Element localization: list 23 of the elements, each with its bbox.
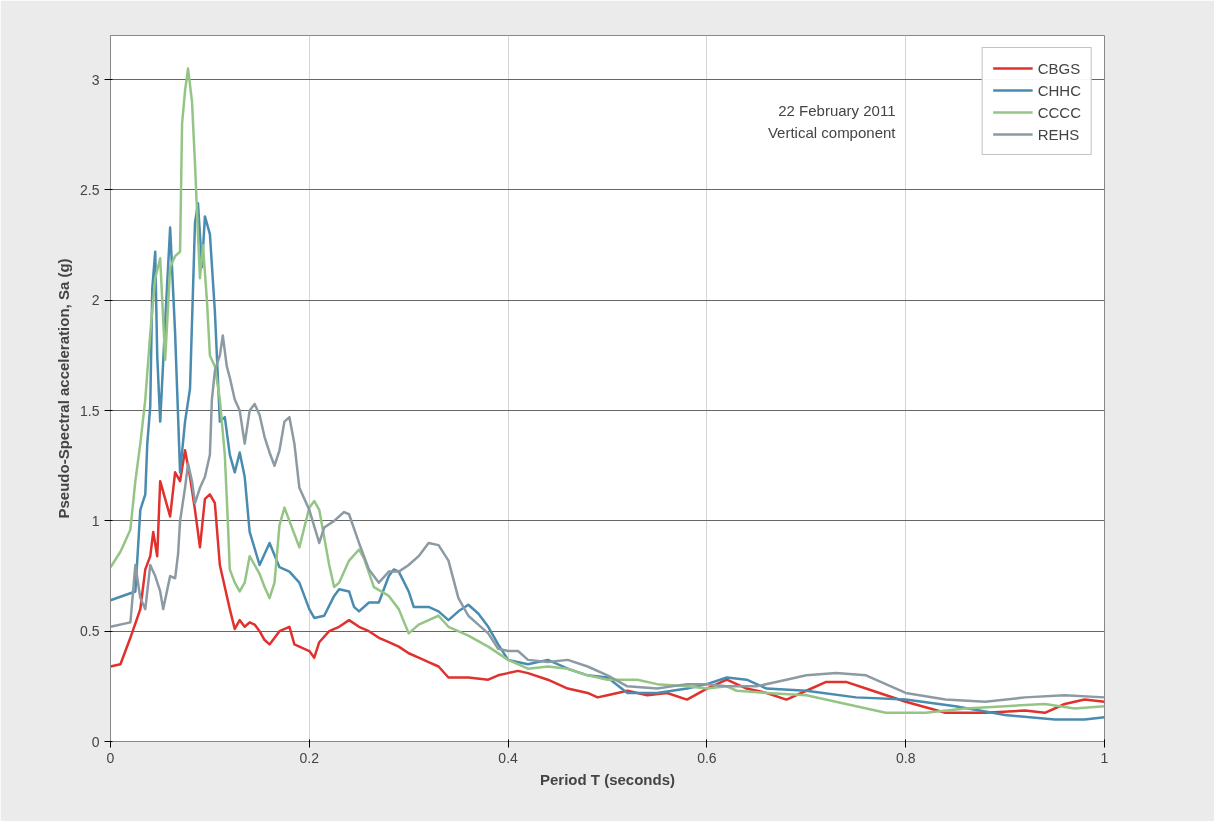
legend-label: CCCC bbox=[1037, 103, 1081, 121]
line-series bbox=[110, 449, 1105, 715]
annotation: 22 February 2011 bbox=[778, 101, 896, 119]
x-tick-label: 0.2 bbox=[299, 749, 320, 766]
y-tick-label: 1 bbox=[91, 512, 100, 529]
y-tick-label: 2 bbox=[91, 292, 100, 309]
annotation: Vertical component bbox=[767, 123, 897, 141]
legend-label: CBGS bbox=[1037, 59, 1081, 77]
x-tick-label: 0 bbox=[106, 749, 115, 766]
line-series bbox=[110, 334, 1105, 704]
y-tick-label: 0.5 bbox=[80, 623, 100, 640]
y-tick-label: 2.5 bbox=[80, 181, 100, 198]
legend-label: REHS bbox=[1037, 125, 1080, 143]
x-tick-label: 1 bbox=[1100, 749, 1109, 766]
y-tick-label: 0 bbox=[91, 733, 100, 750]
y-tick-label: 3 bbox=[91, 71, 100, 88]
x-tick-label: 0.4 bbox=[498, 749, 519, 766]
x-axis-title: Period T (seconds) bbox=[539, 770, 676, 788]
y-axis-title: Pseudo-Spectral acceleration, Sa (g) bbox=[55, 258, 73, 519]
legend-label: CHHC bbox=[1037, 81, 1081, 99]
x-tick-label: 0.8 bbox=[895, 749, 916, 766]
x-tick-label: 0.6 bbox=[697, 749, 717, 766]
y-tick-label: 1.5 bbox=[80, 402, 100, 419]
